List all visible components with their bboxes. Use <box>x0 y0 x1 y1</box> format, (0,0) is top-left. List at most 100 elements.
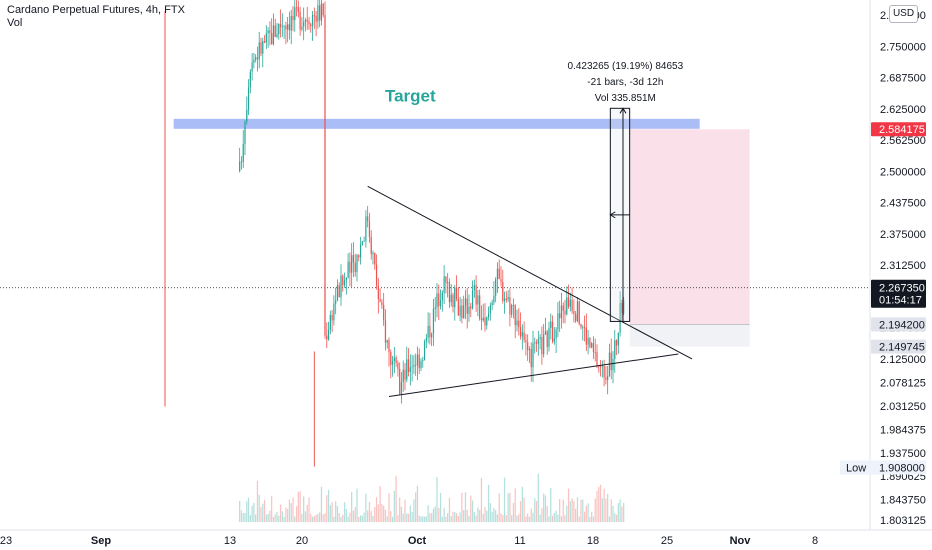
candle-body <box>450 294 452 303</box>
candle-body <box>324 15 326 336</box>
volume-bar <box>548 516 550 522</box>
volume-bar <box>543 493 545 522</box>
volume-bar <box>532 512 534 522</box>
candle-body <box>381 301 383 306</box>
volume-bar <box>546 506 548 522</box>
volume-bar <box>425 516 427 522</box>
volume-bar <box>544 495 547 522</box>
volume-bar <box>265 514 267 522</box>
low-tag-bg <box>840 460 926 475</box>
trendlines[interactable] <box>367 185 693 397</box>
volume-bar <box>519 501 522 522</box>
volume-bar <box>283 516 285 522</box>
volume-bar <box>352 510 355 522</box>
volume-bar <box>500 513 502 522</box>
volume-bar <box>507 493 509 522</box>
volume-bar <box>603 488 605 522</box>
candle-body <box>480 318 483 321</box>
volume-bar <box>569 501 571 522</box>
volume-bar <box>267 513 269 522</box>
candles <box>164 0 625 467</box>
candle-body <box>374 252 376 265</box>
volume-bar <box>509 492 511 522</box>
candle-body <box>399 368 401 394</box>
volume-bar <box>349 512 351 522</box>
price-tick: 2.625000 <box>880 104 926 116</box>
currency-button[interactable]: USD <box>889 5 918 23</box>
target-price-tag-bg <box>871 122 926 137</box>
measure-arrow-up <box>619 107 627 114</box>
candle-body <box>379 299 381 302</box>
time-tick: 25 <box>661 535 673 547</box>
volume-bar <box>411 511 413 522</box>
price-axis[interactable]: 2.8125002.7500002.6875002.6250002.562500… <box>840 10 926 527</box>
candle-body <box>434 307 436 309</box>
volume-bar <box>521 486 523 522</box>
target-label: Target <box>385 86 436 105</box>
volume-bar <box>342 514 344 522</box>
candle-body <box>278 23 280 35</box>
volume-bar <box>278 515 280 522</box>
volume-bar <box>557 514 559 522</box>
countdown-tag: 01:54:17 <box>879 295 922 307</box>
candle-body <box>596 352 598 366</box>
volume-bar <box>363 512 365 522</box>
candle-body <box>383 305 385 321</box>
volume-bar <box>441 516 443 522</box>
candle-body <box>575 314 577 321</box>
candle-body <box>303 22 305 27</box>
candle-body <box>335 300 337 304</box>
volume-bar <box>523 497 525 522</box>
candle-body <box>567 297 570 307</box>
candle-body <box>544 331 547 335</box>
volume-bar <box>454 512 456 522</box>
price-tick: 2.437500 <box>880 198 926 210</box>
measure-tool[interactable]: 0.423265 (19.19%) 84653 -21 bars, -3d 12h… <box>568 61 684 322</box>
entry-price-tag: 2.194200 <box>879 319 925 331</box>
volume-bar <box>447 513 449 522</box>
volume-bar <box>377 504 379 522</box>
volume-bar <box>274 514 276 522</box>
candle-body <box>546 331 548 347</box>
candle-body <box>509 297 511 315</box>
candle-body <box>535 342 538 344</box>
candle-body <box>564 310 566 315</box>
volume-bar <box>534 498 536 522</box>
candle-body <box>372 252 374 255</box>
time-axis[interactable]: 23 Sep 13 20 Oct 11 18 25 Nov 8 <box>0 535 818 547</box>
candle-body <box>598 365 600 367</box>
volume-bar <box>567 488 570 522</box>
volume-bar <box>253 502 255 522</box>
candle-body <box>539 337 541 339</box>
candle-body <box>438 293 440 307</box>
candle-body <box>447 282 449 284</box>
volume-bar <box>306 504 308 522</box>
volume-bar <box>303 496 305 522</box>
candle-body <box>605 377 607 380</box>
volume-bar <box>249 515 251 522</box>
chart-grid <box>0 0 932 531</box>
candle-body <box>242 144 244 163</box>
volume-bar <box>564 515 566 522</box>
volume-bar <box>383 505 385 522</box>
volume-bar <box>617 503 619 522</box>
volume-bar <box>244 512 246 522</box>
candle-body <box>342 275 344 286</box>
candle-body <box>555 329 557 339</box>
price-tick: 1.803125 <box>880 515 926 527</box>
volume-bar <box>550 488 552 522</box>
candle-body <box>431 333 433 338</box>
candle-body <box>619 302 621 333</box>
volume-bar <box>422 516 424 522</box>
candle-body <box>244 121 246 145</box>
candle-body <box>459 305 461 316</box>
candle-body <box>614 340 616 359</box>
volume-bar <box>468 515 470 522</box>
volume-bar <box>479 509 481 522</box>
volume-bar <box>418 515 420 522</box>
candle-body <box>402 369 404 382</box>
candle-body <box>345 277 347 281</box>
volume-bar <box>518 514 520 522</box>
